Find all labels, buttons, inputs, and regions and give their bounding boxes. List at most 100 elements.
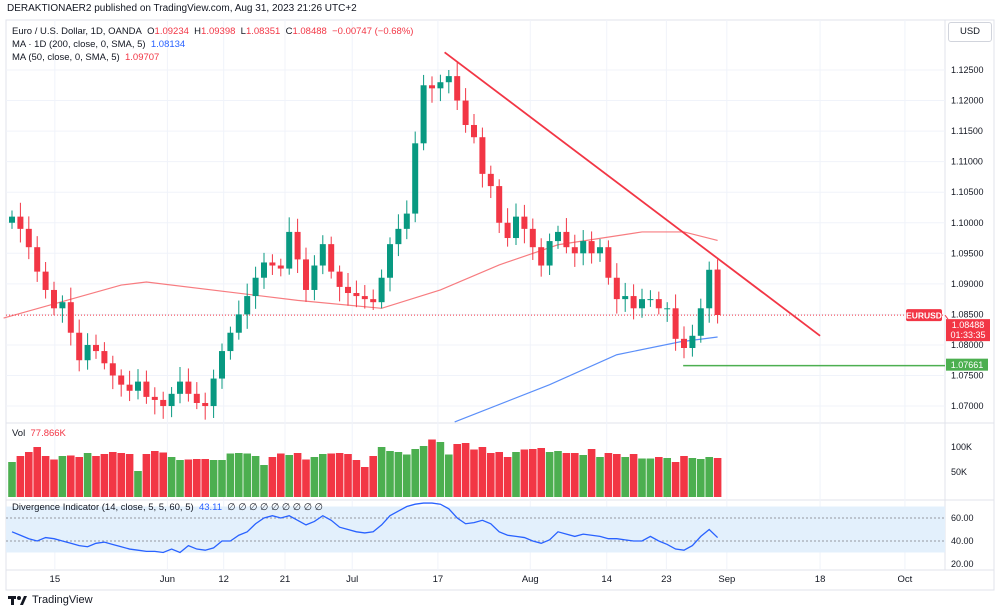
volume-bar: [697, 459, 705, 497]
price-tick-label: 1.11000: [951, 157, 983, 167]
ma200-label[interactable]: MA · 1D (200, close, 0, SMA, 5): [12, 39, 146, 50]
low-label: L: [240, 26, 246, 37]
candle-body: [588, 241, 595, 254]
currency-button[interactable]: USD: [948, 22, 992, 42]
candle-body: [639, 299, 645, 309]
time-tick-label: 12: [218, 574, 229, 585]
volume-bar: [503, 457, 512, 497]
oscillator-band: [6, 506, 945, 553]
time-tick-label: 23: [661, 574, 672, 585]
time-tick-label: 14: [601, 574, 612, 585]
candle-body: [42, 271, 49, 290]
open-value: 1.09234: [154, 26, 189, 37]
volume-bar: [613, 454, 621, 497]
candle-body: [361, 296, 368, 300]
volume-bar: [151, 451, 159, 497]
volume-bar: [159, 452, 167, 497]
price-tick-label: 1.09000: [951, 279, 984, 289]
candle-body: [513, 216, 519, 239]
volume-bar: [285, 455, 293, 497]
volume-bar: [335, 453, 344, 497]
volume-bar: [571, 453, 579, 497]
candle-body: [395, 228, 402, 245]
candle-body: [546, 241, 553, 266]
candle-body: [605, 247, 612, 278]
volume-bar: [293, 453, 302, 497]
candle-body: [160, 399, 167, 407]
brand-name[interactable]: TradingView: [32, 594, 93, 606]
oscillator-tick-label: 60.00: [951, 513, 974, 523]
candle-body: [571, 247, 578, 254]
volume-bar: [495, 452, 503, 497]
volume-bar: [386, 451, 394, 497]
volume-bar: [705, 457, 713, 497]
volume-bar: [193, 459, 201, 497]
volume-bar: [184, 459, 193, 497]
candle-body: [714, 269, 721, 316]
volume-bar: [621, 457, 629, 497]
volume-bar: [41, 456, 50, 497]
volume-bar: [209, 460, 218, 497]
candle-body: [126, 384, 133, 391]
candle-body: [219, 351, 225, 379]
volume-bar: [352, 460, 361, 497]
chart-frame: [5, 19, 995, 591]
price-tick-label: 1.08500: [951, 309, 984, 319]
candle-body: [319, 244, 326, 266]
time-tick-label: 18: [815, 574, 826, 585]
indicator-label[interactable]: Divergence Indicator (14, close, 5, 5, 6…: [12, 502, 194, 513]
price-tick-label: 1.10500: [951, 187, 984, 197]
candle-body: [17, 216, 24, 229]
candle-body: [84, 344, 91, 361]
support-price-tag: [946, 358, 988, 371]
volume-bar: [445, 454, 453, 497]
candle-body: [706, 269, 713, 309]
chart-legend: Euro / U.S. Dollar, 1D, OANDA O1.09234 H…: [12, 25, 413, 64]
volume-bar: [218, 460, 226, 497]
volume-bar: [436, 442, 445, 497]
candle-body: [185, 381, 192, 394]
volume-bar: [361, 467, 369, 497]
close-label: C: [285, 26, 293, 37]
candle-body: [261, 262, 267, 278]
volume-bar: [260, 465, 268, 497]
volume-bar: [125, 454, 134, 497]
candle-body: [697, 308, 704, 336]
candle-body: [387, 244, 393, 278]
candle-body: [93, 344, 99, 352]
attribution: DERAKTIONAER2 published on TradingView.c…: [7, 3, 357, 14]
time-tick-label: Jul: [346, 574, 358, 585]
change-value: −0.00747 (−0.68%): [332, 26, 414, 37]
candle-body: [647, 299, 654, 301]
candle-body: [613, 277, 620, 300]
volume-bar: [302, 459, 310, 497]
candle-body: [664, 308, 671, 310]
volume-bar: [117, 453, 125, 497]
volume-bar: [277, 453, 285, 497]
candle-body: [521, 216, 528, 229]
candle-body: [689, 335, 696, 349]
volume-bar: [75, 457, 83, 497]
candle-body: [454, 76, 461, 101]
low-value: 1.08351: [245, 26, 281, 37]
volume-bar: [470, 449, 478, 497]
high-value: 1.09398: [201, 26, 236, 37]
candle-body: [76, 332, 83, 361]
support-price-label: 1.07661: [951, 360, 984, 370]
symbol-title: Euro / U.S. Dollar, 1D, OANDA: [12, 26, 142, 37]
ma50-label[interactable]: MA (50, close, 0, SMA, 5): [12, 52, 120, 63]
candle-body: [622, 296, 629, 300]
candle-body: [655, 299, 662, 309]
volume-bar: [545, 452, 554, 497]
candle-body: [294, 231, 301, 260]
volume-bar: [134, 471, 142, 497]
volume-bar: [638, 458, 646, 497]
ma50-value: 1.09707: [125, 52, 160, 63]
volume-tick-label: 50K: [951, 467, 967, 477]
volume-bar: [50, 459, 58, 497]
candle-body: [109, 363, 116, 376]
candle-body: [420, 85, 427, 144]
volume-bar: [319, 454, 327, 497]
oscillator-tick-label: 40.00: [951, 536, 974, 546]
